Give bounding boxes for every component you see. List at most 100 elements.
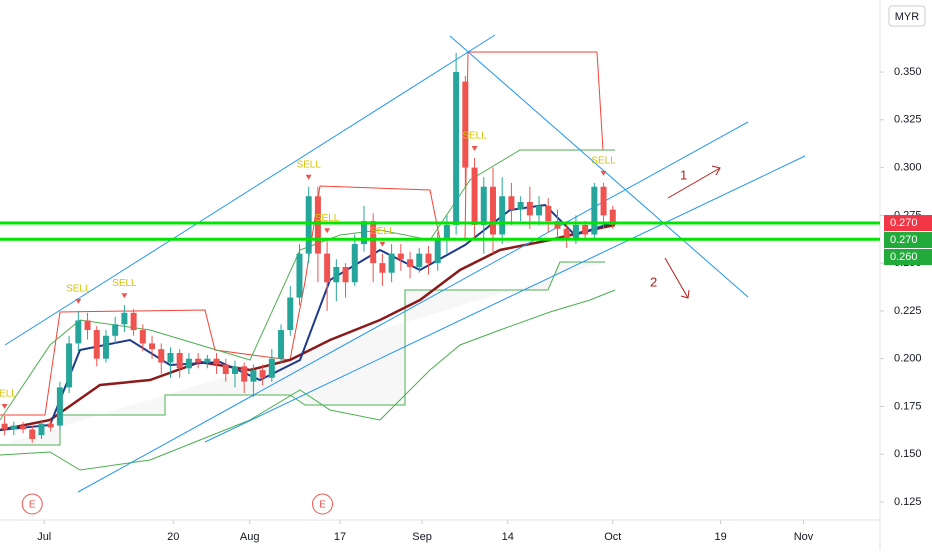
x-tick-label: Aug bbox=[240, 531, 260, 543]
candle-body bbox=[526, 201, 533, 216]
arrow bbox=[664, 257, 689, 299]
candle-body bbox=[130, 312, 137, 331]
candle-body bbox=[416, 253, 423, 267]
candle-body bbox=[1, 423, 8, 430]
candle-body bbox=[434, 240, 441, 264]
price-label-box bbox=[884, 232, 932, 249]
price-label: 0.270 bbox=[890, 234, 918, 246]
candle-body bbox=[139, 330, 146, 344]
candle-body bbox=[305, 196, 312, 254]
candle-body bbox=[572, 224, 579, 239]
candle-body bbox=[241, 366, 248, 382]
candle-body bbox=[112, 324, 119, 336]
signal-label: SELL bbox=[591, 156, 616, 167]
candle-body bbox=[287, 297, 294, 331]
candle-body bbox=[268, 358, 275, 378]
candle-body bbox=[489, 186, 496, 235]
y-tick-label: 0.325 bbox=[894, 114, 922, 126]
signal-marker bbox=[75, 298, 82, 304]
candle-body bbox=[609, 209, 616, 225]
candle-body bbox=[102, 335, 109, 359]
x-tick-label: Oct bbox=[604, 531, 621, 543]
candle-body bbox=[591, 186, 598, 235]
x-tick-label: Jul bbox=[37, 531, 51, 543]
candle-body bbox=[425, 253, 432, 264]
band-low bbox=[0, 289, 616, 471]
event-label: E bbox=[29, 500, 36, 511]
candle-body bbox=[204, 358, 211, 363]
trendline bbox=[4, 34, 496, 346]
trendline bbox=[204, 155, 806, 443]
price-label: 0.270 bbox=[890, 217, 918, 229]
candle-body bbox=[443, 224, 450, 241]
candle-body bbox=[93, 330, 100, 359]
candle-body bbox=[38, 423, 45, 436]
candle-body bbox=[121, 312, 128, 325]
arrow bbox=[667, 167, 721, 199]
signal-marker bbox=[1, 404, 8, 410]
candle-body bbox=[407, 259, 414, 267]
candle-body bbox=[185, 358, 192, 369]
currency: MYR bbox=[895, 11, 920, 23]
candle-body bbox=[397, 253, 404, 260]
trendline bbox=[449, 35, 749, 298]
arrow-head bbox=[711, 165, 721, 176]
x-tick-label: Nov bbox=[794, 531, 814, 543]
signal-label: SELL bbox=[66, 284, 91, 295]
signal-label: SELL bbox=[315, 213, 340, 224]
signal-label: SELL bbox=[462, 131, 487, 142]
y-tick-label: 0.225 bbox=[894, 305, 922, 317]
candle-body bbox=[333, 266, 340, 283]
trendline bbox=[77, 121, 749, 493]
candle-body bbox=[47, 423, 54, 428]
x-tick-label: 14 bbox=[502, 531, 514, 543]
x-tick-label: 19 bbox=[714, 531, 726, 543]
signal-marker bbox=[121, 293, 128, 299]
candle-body bbox=[231, 366, 238, 374]
candle-body bbox=[176, 352, 183, 369]
signal-marker bbox=[600, 170, 607, 176]
y-tick-label: 0.200 bbox=[894, 353, 922, 365]
candle-body bbox=[222, 364, 229, 374]
candle-body bbox=[158, 349, 165, 363]
price-label-box bbox=[884, 249, 932, 266]
signal-label: SELL bbox=[370, 226, 395, 237]
candle-body bbox=[10, 425, 17, 430]
signal-marker bbox=[324, 228, 331, 234]
y-tick-label: 0.300 bbox=[894, 162, 922, 174]
candle-body bbox=[149, 343, 156, 350]
candle-body bbox=[453, 72, 460, 225]
annotation: 2 bbox=[650, 274, 657, 289]
candle-body bbox=[545, 205, 552, 222]
candle-body bbox=[195, 358, 202, 363]
candle-body bbox=[508, 196, 515, 210]
candle-body bbox=[600, 186, 607, 216]
candle-body bbox=[324, 253, 331, 283]
candle-body bbox=[379, 263, 386, 273]
y-tick-label: 0.350 bbox=[894, 66, 922, 78]
candle-body bbox=[480, 186, 487, 225]
slow-ma bbox=[0, 223, 616, 432]
candle-body bbox=[342, 266, 349, 283]
candle-body bbox=[296, 253, 303, 298]
candle-body bbox=[351, 244, 358, 283]
candle-body bbox=[536, 205, 543, 216]
x-tick-label: Sep bbox=[412, 531, 432, 543]
signal-marker bbox=[379, 241, 386, 247]
y-tick-label: 0.125 bbox=[894, 496, 922, 508]
x-tick-label: 20 bbox=[167, 531, 179, 543]
signal-label: SELL bbox=[0, 389, 17, 400]
candle-body bbox=[370, 221, 377, 264]
event-label: E bbox=[319, 500, 326, 511]
y-tick-label: 0.175 bbox=[894, 400, 922, 412]
candle-body bbox=[462, 81, 469, 168]
candle-body bbox=[29, 429, 36, 439]
candle-body bbox=[167, 352, 174, 363]
candle-body bbox=[84, 320, 91, 331]
candle-body bbox=[471, 167, 478, 225]
candle-body bbox=[388, 253, 395, 273]
candle-body bbox=[360, 221, 367, 245]
signal-label: SELL bbox=[296, 159, 321, 170]
signal-marker bbox=[305, 174, 312, 180]
